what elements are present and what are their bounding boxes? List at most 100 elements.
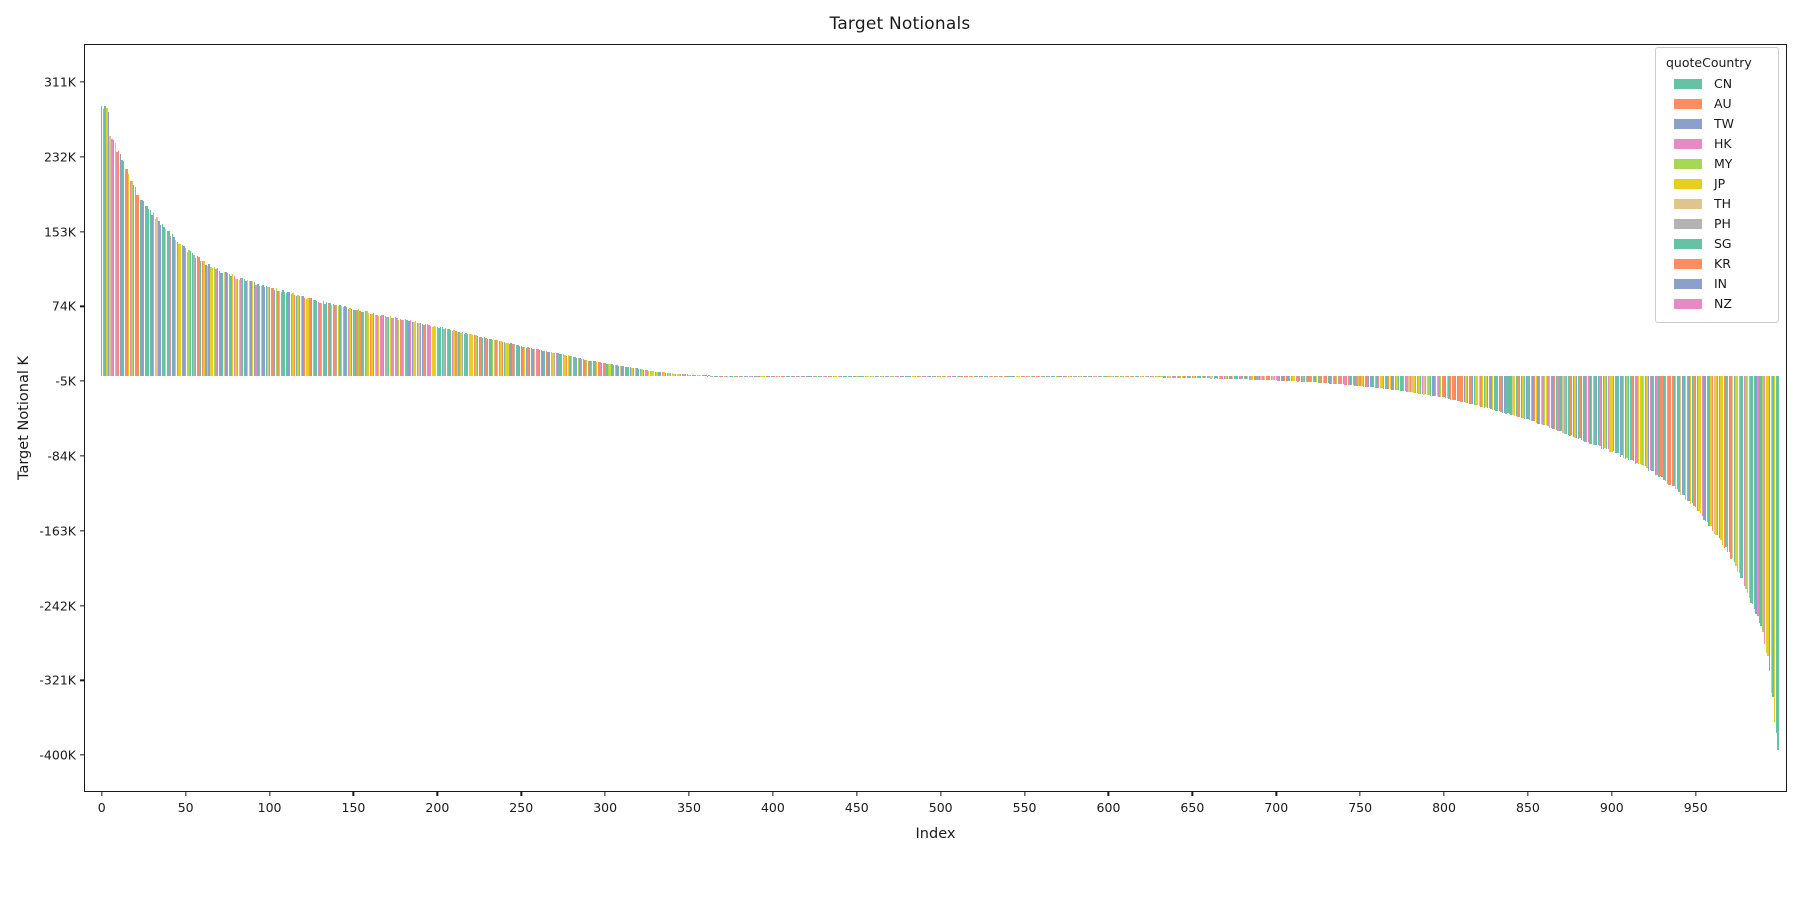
bar: [220, 272, 222, 377]
y-axis-label-text: Target Notional K: [16, 356, 32, 480]
bar: [703, 375, 705, 377]
bar: [1300, 375, 1303, 382]
bar: [1285, 375, 1288, 381]
bar: [1582, 375, 1584, 442]
legend-item-in[interactable]: IN: [1665, 274, 1769, 294]
bar: [312, 300, 314, 377]
bar: [223, 271, 225, 377]
bar: [154, 218, 157, 377]
legend[interactable]: quoteCountry CN AU TW HK MY JP TH PH SG KR IN NZ: [1655, 47, 1779, 323]
bar: [1495, 375, 1497, 411]
x-tick-mark: [1443, 791, 1445, 796]
bar: [1485, 375, 1487, 408]
bar: [616, 365, 618, 377]
bar: [307, 297, 309, 377]
bar: [376, 315, 378, 377]
bar: [686, 374, 689, 377]
bar: [841, 375, 843, 377]
bar: [723, 375, 725, 377]
bar: [1767, 375, 1769, 657]
legend-item-nz[interactable]: NZ: [1665, 294, 1769, 314]
bar: [208, 263, 210, 377]
bar: [1517, 375, 1519, 418]
bar: [1304, 375, 1306, 382]
bar: [490, 339, 492, 377]
bar: [913, 375, 915, 377]
bar: [1611, 375, 1613, 452]
x-tick-label: 850: [1515, 800, 1540, 815]
bar: [1195, 375, 1197, 379]
bar: [1141, 375, 1143, 378]
bar: [1579, 375, 1581, 439]
bar: [1497, 375, 1499, 411]
bar: [589, 360, 591, 377]
bar: [1414, 375, 1417, 393]
bar: [231, 274, 234, 377]
bar: [1673, 375, 1675, 486]
bar: [747, 375, 749, 377]
bar: [265, 285, 267, 377]
bar: [1124, 375, 1126, 377]
legend-item-sg[interactable]: SG: [1665, 234, 1769, 254]
bar: [285, 293, 288, 377]
bar: [1357, 375, 1360, 386]
bar: [790, 375, 793, 377]
legend-swatch-icon: [1674, 219, 1702, 229]
bar: [438, 327, 440, 377]
bar: [413, 321, 415, 377]
bar: [1577, 375, 1579, 440]
bar: [1450, 375, 1452, 400]
bar: [429, 326, 432, 377]
bar: [445, 328, 447, 377]
bar: [1539, 375, 1541, 424]
bar: [1030, 375, 1032, 377]
legend-item-hk[interactable]: HK: [1665, 134, 1769, 154]
legend-item-my[interactable]: MY: [1665, 154, 1769, 174]
bar: [1486, 375, 1489, 409]
bar: [656, 371, 658, 377]
x-tick-label: 400: [760, 800, 785, 815]
bar: [1317, 375, 1319, 383]
bar: [1154, 375, 1157, 378]
bar: [1240, 375, 1242, 380]
legend-item-jp[interactable]: JP: [1665, 174, 1769, 194]
x-tick-label: 700: [1264, 800, 1289, 815]
bar: [550, 352, 553, 377]
legend-item-th[interactable]: TH: [1665, 194, 1769, 214]
bar: [1158, 375, 1160, 378]
bar: [1720, 375, 1722, 541]
bar: [278, 290, 281, 377]
bar: [936, 375, 939, 377]
bar: [216, 268, 219, 377]
bar: [1025, 375, 1027, 377]
bar: [1619, 375, 1621, 457]
bar: [250, 281, 252, 377]
bar: [976, 375, 979, 377]
bar: [1196, 375, 1199, 379]
bar: [418, 323, 420, 377]
bar: [371, 313, 373, 377]
bar: [876, 375, 878, 377]
bar: [807, 375, 809, 377]
bar: [1594, 375, 1596, 445]
bar: [1416, 375, 1418, 394]
bar: [1146, 375, 1148, 378]
bar: [782, 375, 784, 377]
bar: [1153, 375, 1155, 378]
bar: [448, 329, 450, 377]
legend-item-kr[interactable]: KR: [1665, 254, 1769, 274]
bar: [1624, 375, 1626, 460]
legend-item-tw[interactable]: TW: [1665, 114, 1769, 134]
bar: [1332, 375, 1334, 384]
bar: [260, 286, 262, 377]
legend-item-cn[interactable]: CN: [1665, 74, 1769, 94]
bar: [1356, 375, 1358, 386]
bar: [666, 372, 668, 377]
bar: [594, 361, 596, 377]
legend-item-ph[interactable]: PH: [1665, 214, 1769, 234]
bar: [1490, 375, 1492, 409]
bar: [965, 375, 967, 377]
bar: [1547, 375, 1549, 426]
legend-item-au[interactable]: AU: [1665, 94, 1769, 114]
bar: [148, 208, 150, 377]
